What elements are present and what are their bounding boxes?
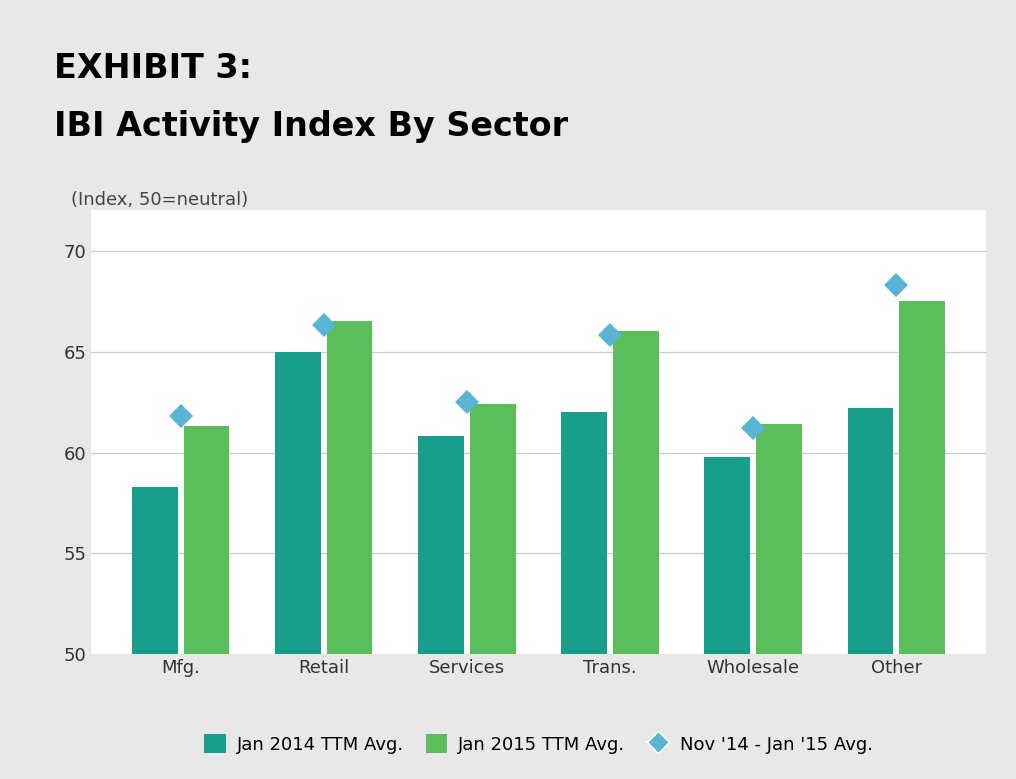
Bar: [704, 456, 750, 779]
Bar: [469, 404, 515, 779]
Bar: [419, 436, 464, 779]
Bar: [562, 412, 608, 779]
Text: (Index, 50=neutral): (Index, 50=neutral): [71, 191, 248, 209]
Bar: [132, 487, 178, 779]
Bar: [327, 321, 373, 779]
Text: IBI Activity Index By Sector: IBI Activity Index By Sector: [55, 111, 569, 143]
Legend: Jan 2014 TTM Avg., Jan 2015 TTM Avg., Nov '14 - Jan '15 Avg.: Jan 2014 TTM Avg., Jan 2015 TTM Avg., No…: [197, 727, 880, 761]
Bar: [275, 351, 321, 779]
Bar: [899, 301, 945, 779]
Text: EXHIBIT 3:: EXHIBIT 3:: [55, 51, 252, 85]
Bar: [184, 426, 230, 779]
Bar: [756, 425, 802, 779]
Bar: [847, 408, 893, 779]
Bar: [613, 331, 658, 779]
